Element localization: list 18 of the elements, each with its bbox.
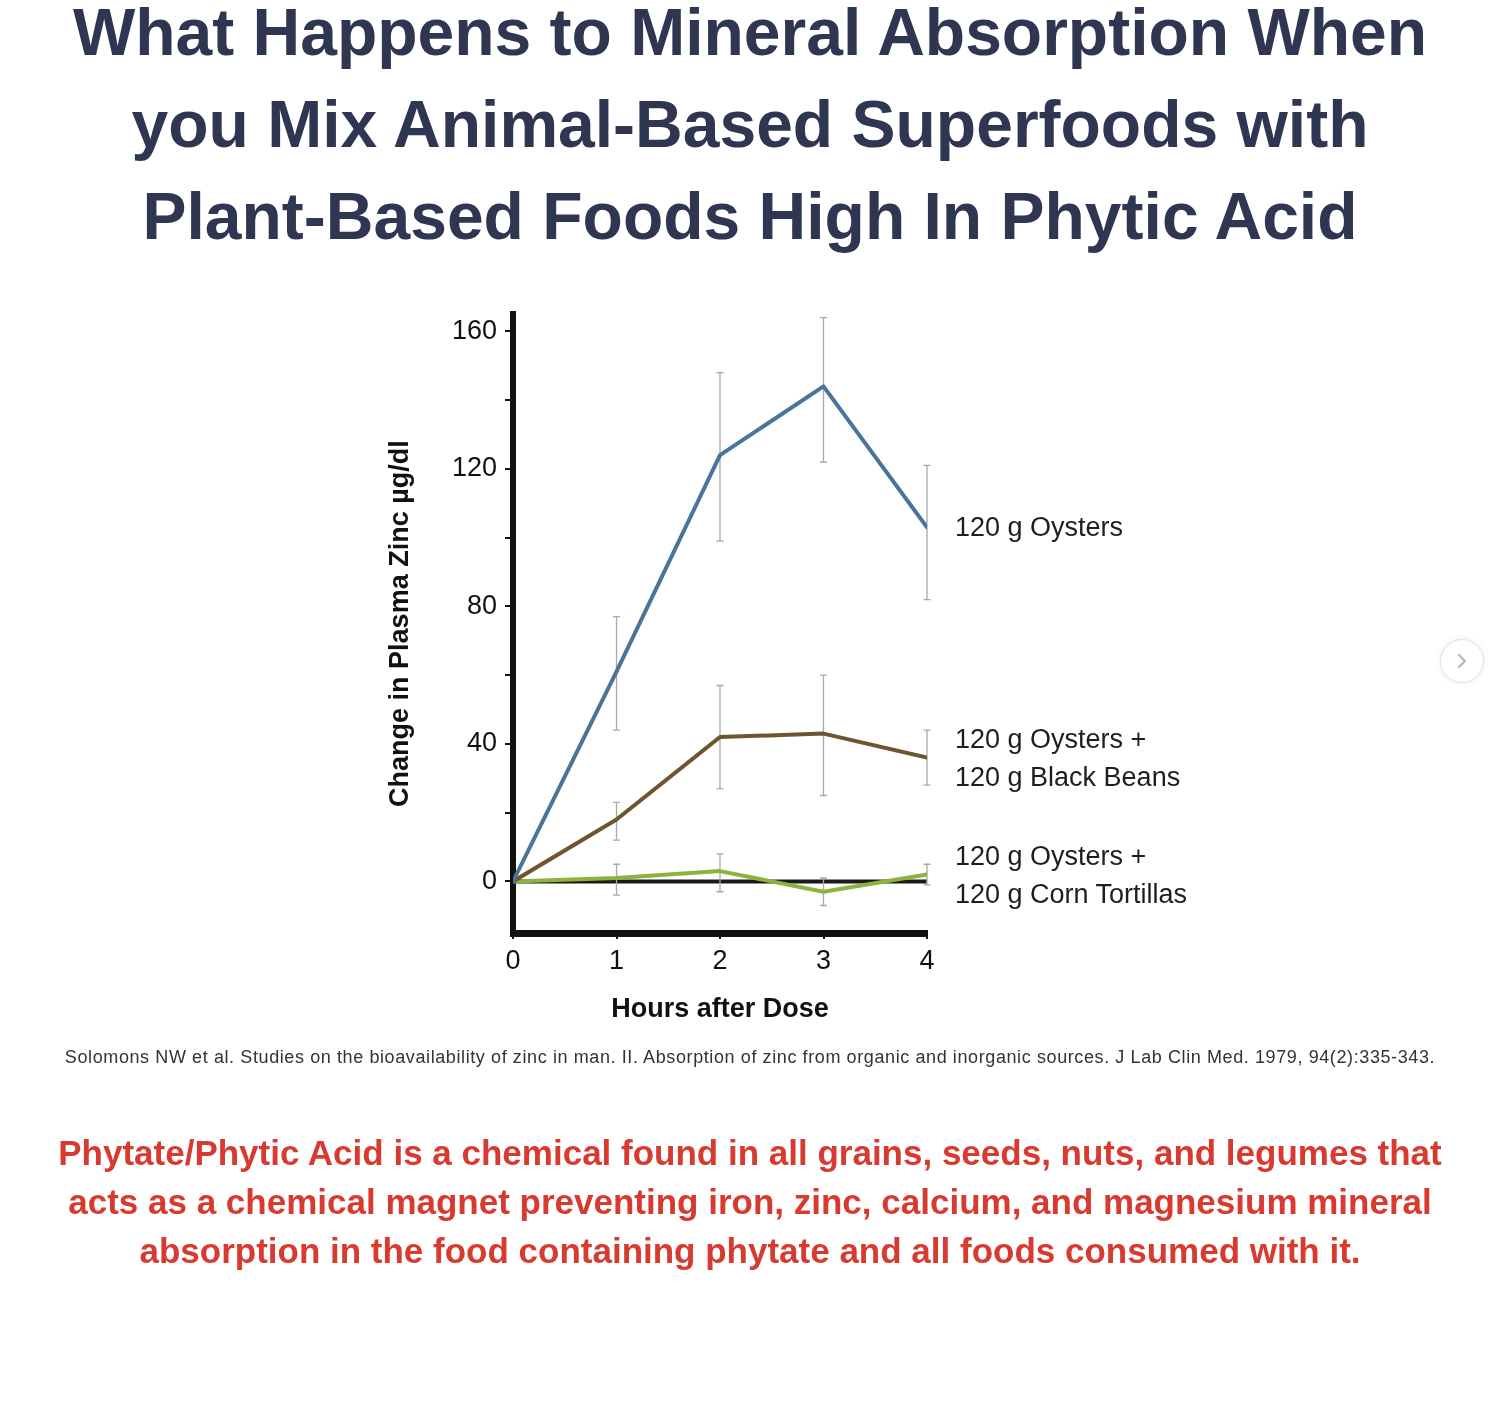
series-label: 120 g Oysters xyxy=(955,511,1124,545)
y-tick-label: 160 xyxy=(451,314,497,345)
chart-title: What Happens to Mineral Absorption When you Mix Animal-Based Superfoods with Plant-Based Foods High In Phytic Acid xyxy=(71,0,1429,255)
text: Solomons NW et al. Studies on the bioavailability of zinc in man. II. Absorption of zinc from organic and inorganic sources. J Lab Clin Med. 1979, 94(2):335-343. xyxy=(63,1046,1437,1068)
y-tick-label: 120 xyxy=(451,452,497,483)
x-tick-label: 3 xyxy=(815,944,832,975)
series-label: 120 g Oysters + 120 g Black Beans xyxy=(955,722,1181,794)
x-tick-label: 0 xyxy=(505,944,521,975)
x-axis-title: Hours after Dose xyxy=(611,993,829,1024)
y-axis-title: Change in Plasma Zinc µg/dl xyxy=(383,440,414,807)
x-tick-label: 1 xyxy=(608,944,625,975)
x-tick-label: 4 xyxy=(919,944,935,975)
x-tick-label: 2 xyxy=(712,944,728,975)
y-tick-label: 40 xyxy=(466,727,497,758)
series-label: 120 g Oysters + 120 g Corn Tortillas xyxy=(955,839,1188,911)
y-tick-label: 0 xyxy=(481,864,497,895)
y-tick-label: 80 xyxy=(466,589,497,620)
text: Phytate/Phytic Acid is a chemical found in all grains, seeds, nuts, and legumes that acts as a chemical magnet preventing iron, zinc, calcium, and magnesium mineral absorption in the food containing phytate and all foods consumed with it. xyxy=(57,1132,1443,1272)
